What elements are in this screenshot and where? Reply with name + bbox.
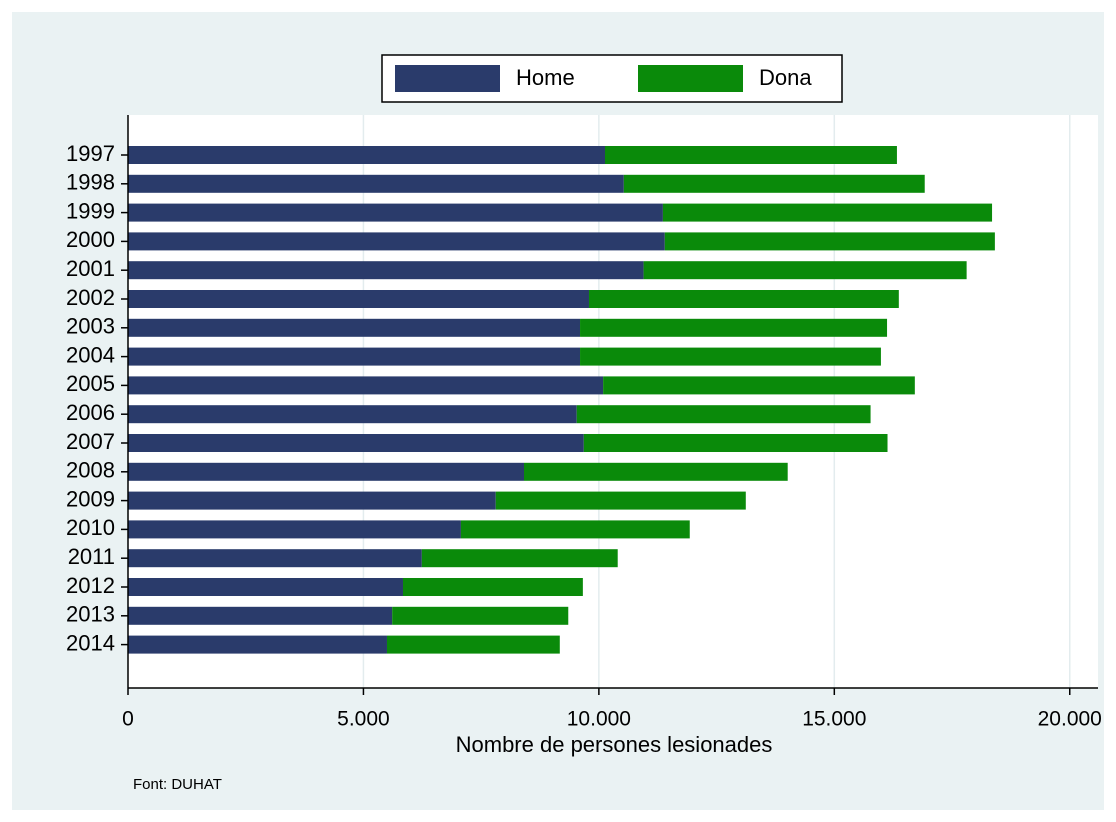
y-tick-label: 2007 (66, 429, 115, 454)
bar (580, 318, 888, 337)
y-tick-label: 2000 (66, 227, 115, 252)
y-tick-label: 2008 (66, 458, 115, 483)
y-tick-label: 2004 (66, 342, 115, 367)
y-tick-label: 2009 (66, 486, 115, 511)
bar (588, 290, 899, 308)
y-tick-label: 1998 (66, 170, 115, 195)
y-tick-label: 2012 (66, 573, 115, 598)
bar (576, 405, 871, 424)
y-tick-label: 2014 (66, 630, 115, 655)
bar (128, 462, 525, 481)
y-tick-label: 2001 (66, 256, 115, 281)
y-tick-label: 1997 (66, 141, 115, 166)
bar (128, 491, 496, 510)
y-tick-label: 2005 (66, 371, 115, 396)
bar (128, 174, 624, 193)
y-tick-label: 2006 (66, 400, 115, 425)
bar (392, 606, 569, 625)
bar (128, 405, 577, 424)
bar (128, 318, 581, 337)
bar (662, 203, 993, 222)
bar (524, 462, 788, 481)
y-tick-label: 2013 (66, 602, 115, 627)
bar (128, 261, 644, 280)
bar (128, 232, 665, 251)
bar (128, 635, 387, 654)
x-tick-label: 5.000 (337, 708, 390, 731)
y-tick-label: 1999 (66, 198, 115, 223)
y-tick-label: 2011 (68, 544, 115, 569)
y-tick-label: 2003 (66, 314, 115, 339)
bar (128, 520, 461, 539)
bar (604, 146, 897, 164)
x-tick-label: 0 (122, 708, 134, 731)
x-tick-label: 10.000 (567, 708, 631, 731)
bar (421, 549, 618, 568)
legend-label: Home (516, 65, 575, 90)
plot-area (128, 115, 1098, 688)
bar (583, 434, 888, 452)
bar (128, 290, 589, 308)
bar (128, 347, 581, 366)
bar (128, 203, 663, 222)
bar (580, 347, 881, 366)
legend-label: Dona (759, 65, 812, 90)
x-tick-label: 20.000 (1038, 708, 1102, 731)
legend-swatch (638, 65, 743, 92)
bar (128, 434, 584, 452)
bar (603, 376, 915, 395)
bar (402, 578, 583, 596)
bar (128, 606, 393, 625)
bar (386, 635, 560, 654)
bar (128, 578, 403, 596)
bar (664, 232, 995, 251)
y-tick-label: 2010 (66, 515, 115, 540)
bar (128, 549, 422, 568)
bar (128, 146, 605, 164)
bar (128, 376, 604, 395)
bar (495, 491, 746, 510)
source-note: Font: DUHAT (133, 776, 222, 793)
bar (643, 261, 967, 280)
bar (623, 174, 925, 193)
legend-swatch (395, 65, 500, 92)
y-tick-label: 2002 (66, 285, 115, 310)
bar (460, 520, 690, 539)
x-axis-title: Nombre de persones lesionades (456, 732, 773, 757)
x-tick-label: 15.000 (802, 708, 866, 731)
